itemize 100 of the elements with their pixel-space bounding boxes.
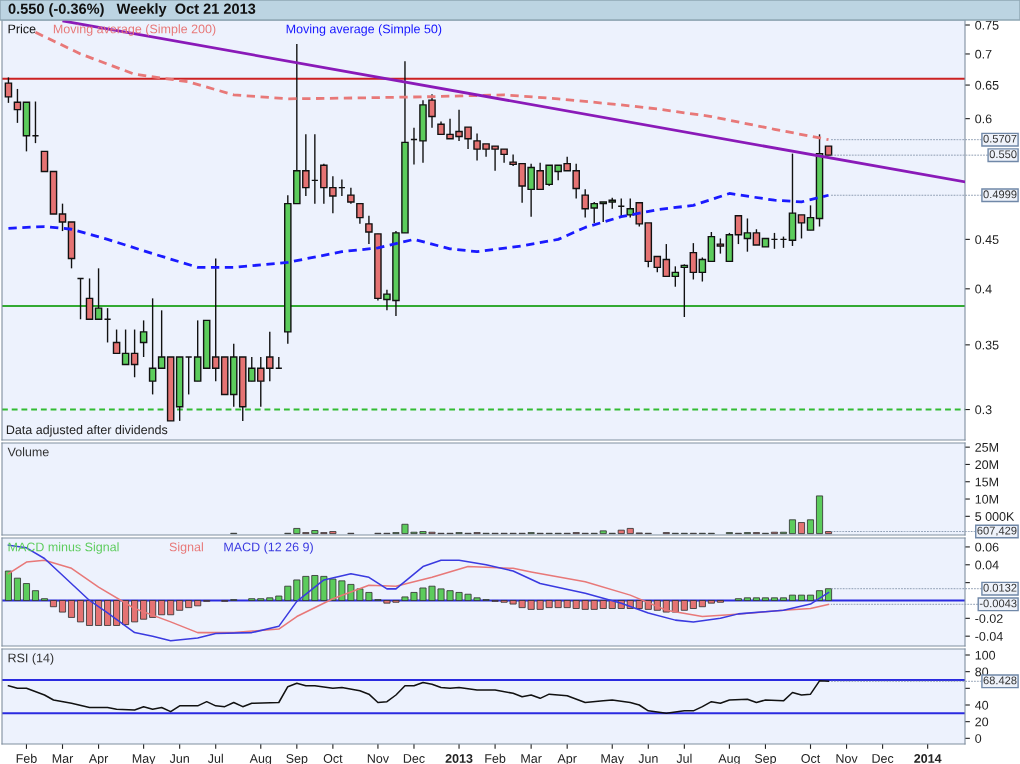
bar: [761, 597, 769, 601]
bar: [77, 600, 85, 623]
bar: [49, 600, 58, 608]
bar: [95, 600, 103, 626]
bar: [149, 600, 157, 618]
candlestick: [689, 242, 698, 281]
candlestick: [58, 202, 67, 232]
bar: [167, 600, 175, 616]
candlestick: [85, 277, 94, 320]
y-tick-label: 0.7: [975, 49, 992, 59]
x-tick-label: Oct: [323, 754, 343, 763]
candlestick: [121, 328, 130, 366]
y-tick-label: 10M: [975, 494, 999, 504]
y-tick-label: 15M: [975, 477, 999, 487]
line-series: [7, 192, 830, 269]
bar: [825, 531, 833, 535]
bar: [779, 597, 787, 601]
x-tick-label: Mar: [52, 754, 74, 763]
x-tick-label: Jun: [638, 754, 658, 763]
bar: [140, 600, 148, 620]
bar: [680, 600, 688, 611]
bar: [185, 600, 193, 609]
y-tick-label: 0.04: [975, 560, 999, 570]
chart-title: 0.550 (-0.36%) Weekly Oct 21 2013: [8, 3, 256, 17]
candlestick: [148, 297, 157, 396]
bar: [635, 600, 643, 609]
chart-title: Volume: [7, 447, 49, 457]
annotation: -0.0043: [979, 599, 1017, 608]
annotation: Data adjusted after dividends: [6, 424, 168, 437]
candlestick: [13, 88, 22, 124]
bar: [59, 600, 67, 613]
bar: [662, 600, 670, 613]
y-tick-label: 0: [975, 734, 982, 743]
bar: [788, 519, 796, 535]
bar: [788, 594, 796, 601]
bar: [797, 522, 806, 535]
y-tick-label: 0.75: [975, 20, 999, 30]
candlestick: [365, 215, 373, 245]
y-tick-label: 0.3: [975, 405, 992, 415]
candlestick: [139, 319, 148, 358]
y-tick-label: 0.45: [975, 235, 999, 245]
line-series: [7, 680, 830, 715]
candlestick: [112, 328, 121, 355]
bar: [825, 588, 833, 601]
y-tick-label: 0.4: [975, 284, 992, 294]
bar: [807, 519, 815, 535]
x-tick-label: 2013: [445, 754, 473, 763]
bar: [113, 600, 121, 626]
x-tick-label: Mar: [521, 754, 542, 763]
text: MACD (12 26 9): [224, 542, 313, 554]
candlestick: [4, 76, 13, 104]
bar: [698, 600, 706, 608]
candlestick: [157, 309, 166, 369]
line-series: [7, 544, 830, 642]
bar: [707, 600, 715, 604]
y-tick-label: 25M: [975, 442, 999, 452]
annotation: 0.5707: [983, 134, 1017, 143]
x-tick-label: Jul: [676, 753, 692, 763]
chart-title: RSI (14): [8, 653, 54, 665]
y-tick-label: 20M: [975, 460, 999, 470]
bar: [671, 600, 679, 613]
line-series: [7, 559, 830, 634]
x-tick-label: Jun: [169, 754, 189, 763]
candlestick: [211, 257, 220, 382]
annotation: 0.4999: [983, 190, 1017, 199]
bar: [626, 528, 634, 535]
bar: [131, 600, 139, 623]
bar: [31, 590, 39, 601]
candlestick: [671, 265, 680, 288]
y-tick-label: 0.35: [975, 340, 999, 350]
bar: [689, 600, 697, 609]
candlestick: [662, 243, 671, 278]
y-tick-label: 0.6: [975, 114, 992, 124]
x-tick-label: 2014: [914, 754, 942, 763]
text: Signal: [169, 542, 203, 554]
bar: [68, 600, 76, 618]
annotation: 68.428: [983, 676, 1017, 685]
bar: [752, 597, 760, 601]
x-tick-label: Nov: [836, 754, 858, 763]
bar: [13, 577, 21, 601]
bar: [158, 600, 166, 616]
x-tick-label: Oct: [801, 754, 821, 763]
candlestick: [40, 150, 49, 173]
annotation: 0.0132: [983, 583, 1017, 592]
candlestick: [806, 204, 815, 231]
candlestick: [734, 215, 743, 245]
x-tick-label: Dec: [872, 754, 894, 763]
y-axis-title: Price: [8, 24, 36, 34]
y-tick-label: -0.04: [975, 631, 1003, 641]
bar: [797, 594, 806, 601]
candlestick: [130, 328, 139, 378]
bar: [617, 529, 625, 535]
text: Moving average (Simple 50): [286, 24, 442, 36]
x-tick-label: Dec: [403, 754, 425, 763]
bar: [176, 600, 184, 611]
y-tick-label: 0.06: [975, 542, 999, 552]
bar: [104, 600, 112, 626]
bar: [743, 597, 751, 601]
y-tick-label: 0.65: [975, 80, 999, 90]
bar: [816, 495, 824, 535]
